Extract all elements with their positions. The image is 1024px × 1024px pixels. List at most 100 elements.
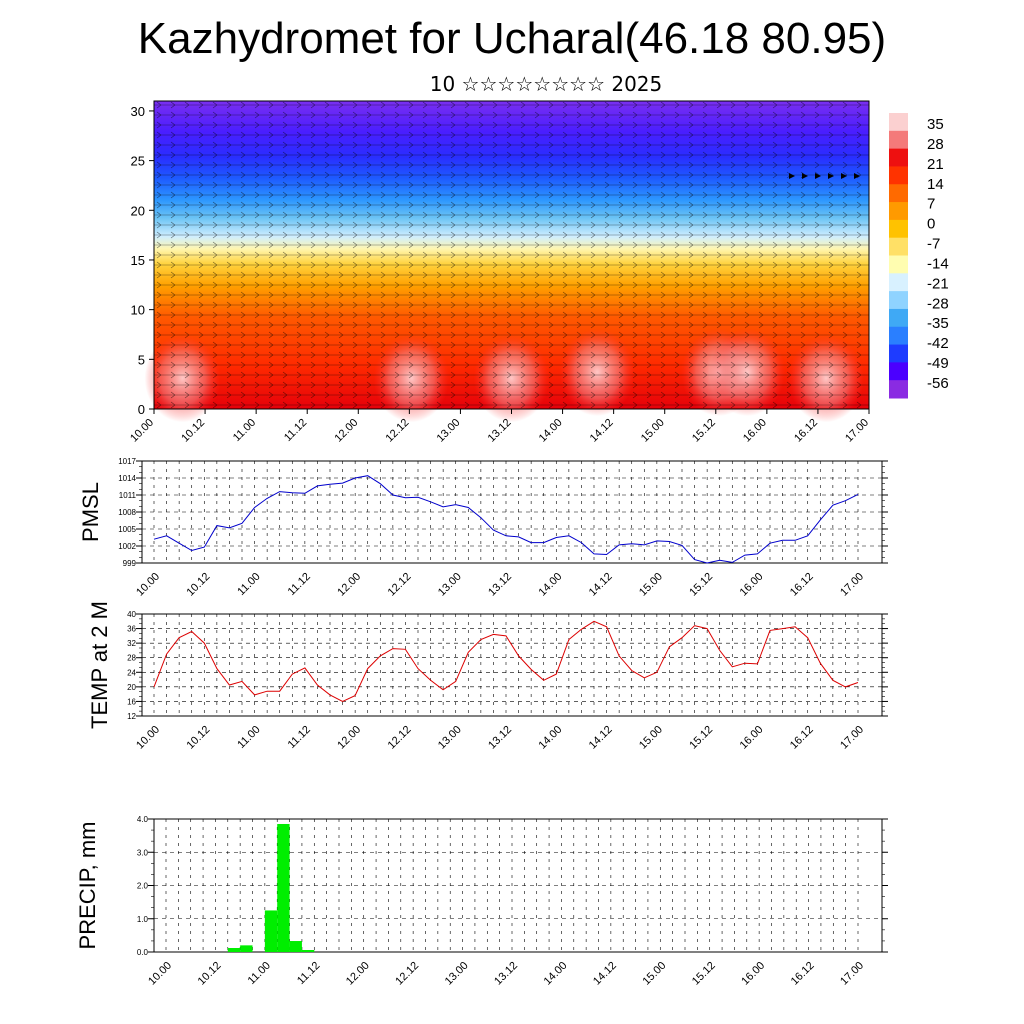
colorbar-label: -7 <box>927 236 940 253</box>
colorbar-label: -28 <box>927 295 949 312</box>
x-tick-label: 12.00 <box>344 960 372 988</box>
colorbar-label: 35 <box>927 116 944 133</box>
x-tick-label: 10.00 <box>134 571 162 599</box>
colorbar-swatch <box>889 148 908 167</box>
y-axis-title: PMSL <box>78 482 103 542</box>
series-line <box>153 620 859 702</box>
x-tick-label: 16.12 <box>792 417 820 445</box>
x-tick-label: 10.00 <box>134 724 162 752</box>
x-tick-label: 13.00 <box>435 417 463 445</box>
x-tick-label: 15.12 <box>690 417 718 445</box>
x-tick-label: 15.00 <box>637 724 665 752</box>
wind-barb-icon <box>815 173 821 179</box>
precip-bar <box>240 945 253 952</box>
x-tick-label: 17.00 <box>838 724 866 752</box>
colorbar-swatch <box>889 219 908 239</box>
x-tick-label: 14.00 <box>536 571 564 599</box>
colorbar: 35 28 21 14 7 0 -7 -14 -21 -28 -35 -42 -49 -56 <box>889 113 949 399</box>
y-tick-label: 1005 <box>118 525 136 534</box>
colorbar-swatch <box>889 362 908 381</box>
x-tick-label: 14.12 <box>591 960 619 988</box>
y-tick-label: 1014 <box>118 474 136 483</box>
x-tick-label: 10.12 <box>184 571 212 599</box>
y-tick-label: 36 <box>127 625 136 634</box>
x-tick-label: 11.12 <box>286 724 313 751</box>
wind-vectors <box>154 101 869 409</box>
colorbar-label: -14 <box>927 255 949 272</box>
y-tick-label: 5 <box>138 352 145 367</box>
y-tick-label: 999 <box>123 559 137 568</box>
x-tick-label: 14.00 <box>536 724 564 752</box>
y-tick-label: 20 <box>127 683 136 692</box>
y-tick-label: 24 <box>127 668 136 677</box>
y-tick-label: 16 <box>127 697 136 706</box>
x-tick-label: 13.00 <box>436 571 464 599</box>
x-tick-label: 11.12 <box>295 960 322 987</box>
y-tick-label: 12 <box>127 712 136 721</box>
y-tick-label: 0 <box>138 402 145 417</box>
colorbar-label: -49 <box>927 355 949 372</box>
y-axis-title: TEMP at 2 M <box>87 601 112 729</box>
x-tick-label: 16.00 <box>739 960 767 988</box>
x-tick-label: 16.00 <box>738 724 766 752</box>
precip-bar <box>289 941 302 952</box>
y-tick-label: 30 <box>131 104 145 119</box>
x-tick-label: 17.00 <box>843 417 871 445</box>
x-tick-label: 16.00 <box>738 571 766 599</box>
y-tick-label: 1.0 <box>137 915 149 924</box>
x-tick-label: 12.00 <box>335 571 363 599</box>
x-tick-label: 16.12 <box>788 724 816 752</box>
pmsl-panel: 999 1002 1005 1008 1011 1014 1017 10.00 10.12 11.… <box>78 457 888 599</box>
colorbar-label: 7 <box>927 196 935 213</box>
x-tick-label: 15.12 <box>690 960 718 988</box>
colorbar-label: -56 <box>927 375 949 392</box>
colorbar-swatch <box>889 273 908 292</box>
colorbar-label: 0 <box>927 216 935 233</box>
x-tick-label: 13.00 <box>436 724 464 752</box>
x-tick-label: 12.00 <box>332 417 360 445</box>
x-tick-label: 15.12 <box>687 571 715 599</box>
wind-barb-icon <box>828 173 834 179</box>
y-tick-label: 1011 <box>119 491 137 500</box>
colorbar-swatch <box>889 291 908 310</box>
precip-bar <box>277 823 290 952</box>
x-tick-label: 11.12 <box>286 571 313 598</box>
y-tick-label: 32 <box>127 639 136 648</box>
precip-bar <box>264 910 278 952</box>
x-tick-label: 11.00 <box>235 571 262 598</box>
x-tick-label: 11.00 <box>246 960 273 987</box>
x-tick-label: 17.00 <box>838 960 866 988</box>
x-tick-label: 16.00 <box>741 417 769 445</box>
wind-barb-icon <box>854 173 860 179</box>
x-tick-label: 12.12 <box>386 571 414 599</box>
colorbar-swatch <box>889 344 908 363</box>
x-tick-label: 10.00 <box>128 417 156 445</box>
chart-subtitle: 10 ☆☆☆☆☆☆☆☆ 2025 <box>429 72 663 96</box>
x-tick-label: 15.12 <box>687 724 715 752</box>
colorbar-swatch <box>889 255 908 274</box>
y-tick-label: 10 <box>131 303 145 318</box>
colorbar-swatch <box>889 326 908 346</box>
colorbar-swatch <box>889 202 908 221</box>
chart-title: Kazhydromet for Ucharal(46.18 80.95) <box>137 14 887 63</box>
x-tick-label: 13.12 <box>486 724 514 752</box>
y-tick-label: 40 <box>127 610 136 619</box>
y-tick-label: 4.0 <box>137 815 149 824</box>
colorbar-label: 21 <box>927 156 944 173</box>
x-tick-label: 10.12 <box>184 724 212 752</box>
precip-bar <box>227 948 241 952</box>
wind-barb-icon <box>802 173 808 179</box>
colorbar-swatch <box>889 130 908 150</box>
colorbar-label: 28 <box>927 136 944 153</box>
colorbar-label: -42 <box>927 335 949 352</box>
panel-frame <box>141 613 883 717</box>
y-axis-title: PRECIP, mm <box>75 822 100 950</box>
x-tick-label: 13.00 <box>443 960 471 988</box>
x-tick-label: 14.12 <box>587 724 615 752</box>
x-tick-label: 15.00 <box>640 960 668 988</box>
x-tick-label: 14.00 <box>542 960 570 988</box>
y-tick-label: 2.0 <box>137 882 149 891</box>
colorbar-swatch <box>889 166 908 185</box>
